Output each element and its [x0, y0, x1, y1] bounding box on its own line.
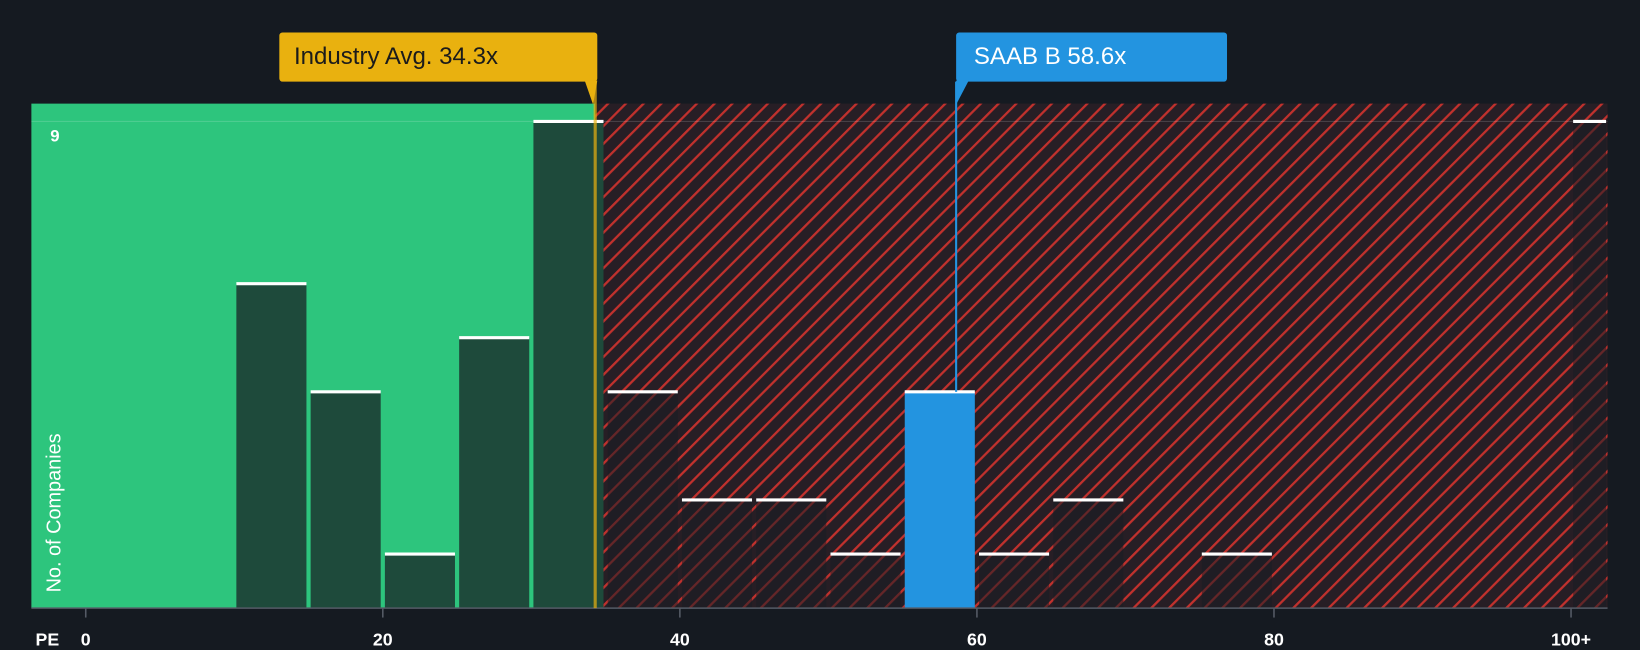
x-tick-label: 40 [670, 629, 690, 649]
annotation-box [279, 32, 598, 82]
x-tick-label: 0 [81, 629, 91, 649]
bar [236, 283, 307, 609]
bar [310, 391, 381, 609]
bar [756, 499, 827, 609]
annotation-box [956, 32, 1228, 82]
x-tick-label: 100+ [1551, 629, 1591, 649]
bar [607, 391, 678, 609]
annotation-label: SAAB B 58.6x [974, 43, 1126, 70]
bar [904, 391, 975, 609]
x-tick-label: 80 [1264, 629, 1284, 649]
annotation-pointer [584, 80, 598, 105]
y-axis-label: No. of Companies [44, 433, 66, 592]
bar [533, 121, 604, 609]
bar [459, 337, 530, 609]
bar [384, 554, 455, 609]
x-tick-label: 60 [967, 629, 987, 649]
bar [979, 554, 1050, 609]
bar [1201, 554, 1272, 609]
annotation-label: Industry Avg. 34.3x [294, 43, 498, 70]
bar [1573, 121, 1607, 609]
x-tick-label: 20 [373, 629, 393, 649]
bar [830, 554, 901, 609]
bar [681, 499, 753, 609]
y-tick-label: 9 [50, 127, 59, 146]
x-axis-label: PE [36, 629, 60, 649]
bar [1053, 499, 1124, 609]
annotation-pointer [956, 80, 969, 105]
